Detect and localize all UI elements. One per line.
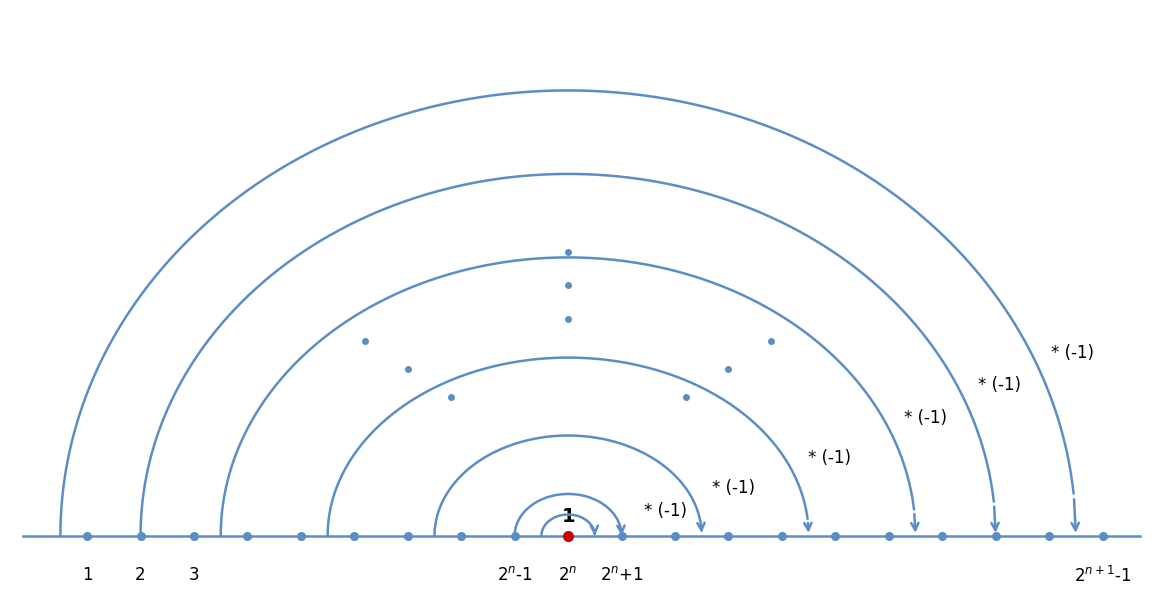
Text: * (-1): * (-1) xyxy=(808,448,851,467)
Text: $2^n$: $2^n$ xyxy=(558,566,578,584)
Text: 1: 1 xyxy=(81,566,92,584)
Text: * (-1): * (-1) xyxy=(978,376,1020,394)
Text: * (-1): * (-1) xyxy=(713,479,756,497)
Text: * (-1): * (-1) xyxy=(644,502,687,520)
Text: $2^n$-1: $2^n$-1 xyxy=(497,566,533,584)
Text: $2^n$+1: $2^n$+1 xyxy=(600,566,643,584)
Text: 3: 3 xyxy=(188,566,199,584)
Text: * (-1): * (-1) xyxy=(904,409,947,427)
Text: 2: 2 xyxy=(135,566,145,584)
Text: $2^{n+1}$-1: $2^{n+1}$-1 xyxy=(1073,566,1132,587)
Text: * (-1): * (-1) xyxy=(1051,344,1094,362)
Text: 1: 1 xyxy=(562,507,575,526)
